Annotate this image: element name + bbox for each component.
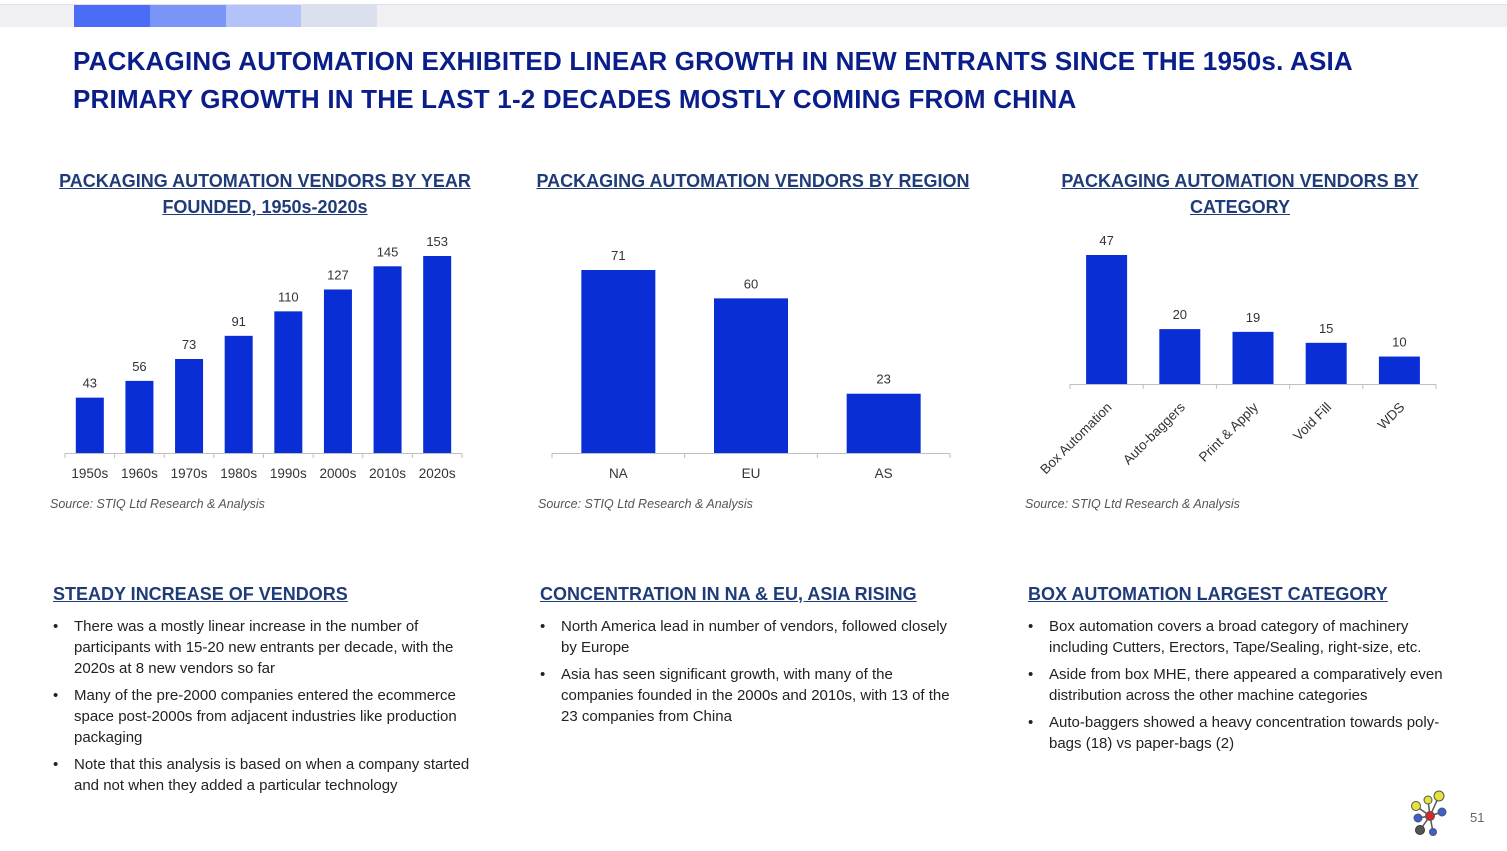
x-tick-label: Auto-baggers <box>1120 399 1188 467</box>
bar-1950s <box>75 397 104 453</box>
section-heading-steady-increase: STEADY INCREASE OF VENDORS <box>53 584 348 604</box>
section-heading-box-automation: BOX AUTOMATION LARGEST CATEGORY <box>1028 584 1388 604</box>
x-tick-label: 2000s <box>320 466 357 481</box>
chart-title-year-founded: PACKAGING AUTOMATION VENDORS BY YEAR FOU… <box>59 171 471 217</box>
bullet-item: Box automation covers a broad category o… <box>1027 616 1457 658</box>
data-label: 60 <box>744 276 758 291</box>
bar-2010s <box>373 266 402 453</box>
section-heading-concentration: CONCENTRATION IN NA & EU, ASIA RISING <box>540 584 917 604</box>
page-number: 51 <box>1470 810 1485 825</box>
bullet-list-steady-increase: There was a mostly linear increase in th… <box>52 616 482 802</box>
chart-title-category: PACKAGING AUTOMATION VENDORS BY CATEGORY <box>1061 171 1419 217</box>
bullet-item: Aside from box MHE, there appeared a com… <box>1027 664 1457 706</box>
bullet-item: Note that this analysis is based on when… <box>52 754 482 796</box>
chart-title-region: PACKAGING AUTOMATION VENDORS BY REGION <box>536 171 970 191</box>
x-tick-label: Box Automation <box>1037 400 1114 477</box>
bar-1990s <box>274 311 303 453</box>
bullet-item: Many of the pre-2000 companies entered t… <box>52 685 482 748</box>
data-label: 19 <box>1246 310 1260 325</box>
data-label: 23 <box>876 372 890 387</box>
data-label: 71 <box>611 248 625 263</box>
data-label: 10 <box>1392 335 1406 350</box>
bullet-item: Asia has seen significant growth, with m… <box>539 664 959 727</box>
x-tick-label: EU <box>742 466 761 481</box>
x-tick-label: 1970s <box>171 466 208 481</box>
chart-source-region: Source: STIQ Ltd Research & Analysis <box>538 497 753 511</box>
data-label: 110 <box>278 289 299 304</box>
bar-auto-baggers <box>1159 329 1201 384</box>
bar-2020s <box>423 256 452 453</box>
data-label: 56 <box>132 359 146 374</box>
bar-1960s <box>125 380 154 453</box>
bullet-item: Auto-baggers showed a heavy concentratio… <box>1027 712 1457 754</box>
bar-wds <box>1378 356 1420 384</box>
progress-segment-2 <box>150 5 226 27</box>
x-tick-label: 2010s <box>369 466 406 481</box>
data-label: 47 <box>1099 233 1113 248</box>
bullet-item: North America lead in number of vendors,… <box>539 616 959 658</box>
bar-eu <box>714 298 788 453</box>
bullet-list-concentration: North America lead in number of vendors,… <box>539 616 959 733</box>
x-tick-label: 1990s <box>270 466 307 481</box>
bar-1980s <box>224 335 253 453</box>
data-label: 145 <box>377 244 399 259</box>
x-tick-label: 1980s <box>220 466 257 481</box>
x-tick-label: NA <box>609 466 628 481</box>
bar-print-apply <box>1232 331 1274 384</box>
slide-title: PACKAGING AUTOMATION EXHIBITED LINEAR GR… <box>73 46 1352 114</box>
progress-bar <box>0 4 1507 27</box>
x-tick-label: AS <box>875 466 893 481</box>
x-tick-label: 1950s <box>71 466 108 481</box>
progress-segment-1 <box>74 5 150 27</box>
company-logo-icon <box>1411 790 1447 836</box>
x-tick-label: WDS <box>1375 400 1408 433</box>
bar-as <box>846 393 921 453</box>
data-label: 43 <box>83 376 97 391</box>
x-tick-label: Print & Apply <box>1196 399 1261 464</box>
bar-1970s <box>175 359 204 453</box>
bar-box-automation <box>1086 255 1128 384</box>
progress-segment-3 <box>226 5 301 27</box>
chart-source-year-founded: Source: STIQ Ltd Research & Analysis <box>50 497 265 511</box>
progress-segment-4 <box>301 5 377 27</box>
data-label: 153 <box>426 234 448 249</box>
data-label: 91 <box>231 314 245 329</box>
bar-void-fill <box>1305 342 1347 384</box>
bar-na <box>581 270 656 453</box>
bullet-item: There was a mostly linear increase in th… <box>52 616 482 679</box>
x-tick-label: 1960s <box>121 466 158 481</box>
bar-2000s <box>323 289 352 453</box>
data-label: 15 <box>1319 321 1333 336</box>
x-tick-label: Void Fill <box>1290 400 1334 444</box>
x-tick-label: 2020s <box>419 466 456 481</box>
chart-source-category: Source: STIQ Ltd Research & Analysis <box>1025 497 1240 511</box>
bullet-list-box-automation: Box automation covers a broad category o… <box>1027 616 1457 760</box>
data-label: 20 <box>1173 307 1187 322</box>
data-label: 73 <box>182 337 196 352</box>
data-label: 127 <box>327 267 349 282</box>
